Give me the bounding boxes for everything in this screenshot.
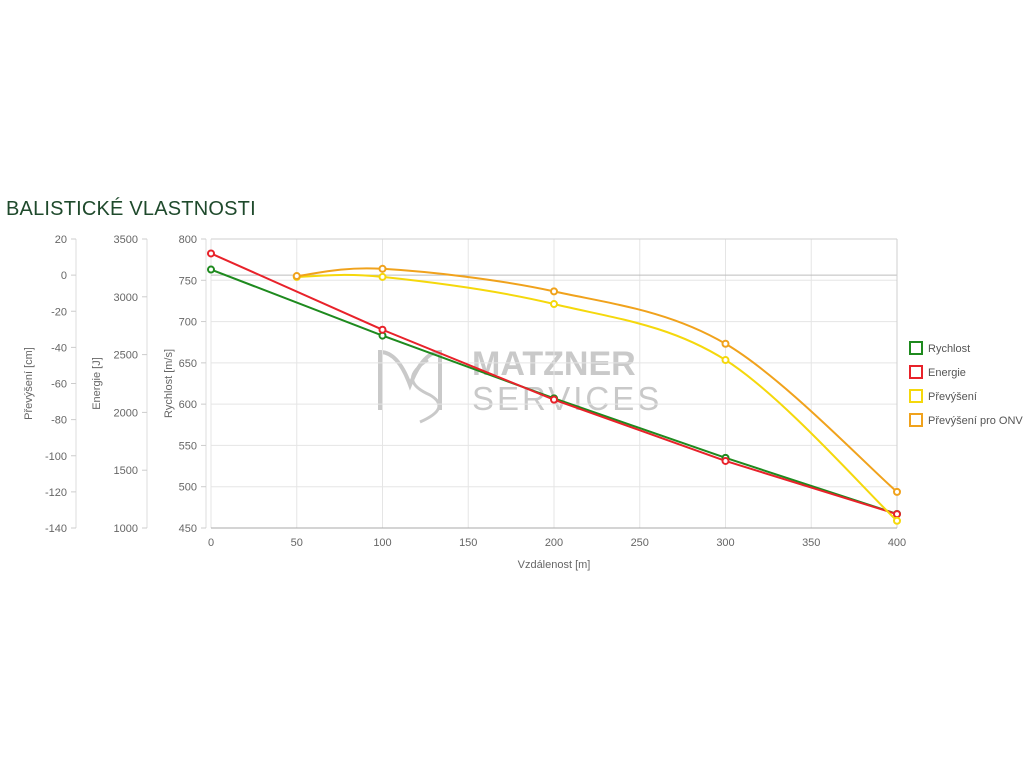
y-tick-label-elev: 0	[61, 270, 67, 282]
data-point-prevyseni-pro-onv[interactable]	[721, 339, 730, 348]
x-tick-label: 50	[291, 537, 303, 549]
legend-swatch-prevyseni[interactable]	[909, 389, 923, 403]
y-axis-title-elev: Převýšení [cm]	[23, 347, 35, 420]
data-point-energie[interactable]	[378, 325, 387, 334]
x-axis-title: Vzdálenost [m]	[518, 559, 591, 571]
chart-grid	[210, 238, 898, 529]
y-tick-label-elev: -20	[51, 306, 67, 318]
x-tick-label: 350	[802, 537, 820, 549]
y-axis-title-energy: Energie [J]	[91, 357, 103, 410]
y-tick-label-energy: 2000	[114, 407, 138, 419]
y-tick-label-elev: -120	[45, 487, 67, 499]
data-point-prevyseni[interactable]	[893, 516, 901, 525]
y-tick-label-vel: 700	[179, 317, 197, 329]
series-line-prevyseni-pro-onv	[296, 267, 898, 493]
watermark-line-2: SERVICES	[472, 380, 662, 417]
watermark-logo	[378, 349, 442, 410]
data-point-prevyseni-pro-onv[interactable]	[550, 287, 558, 296]
legend-label-prevyseni[interactable]: Převýšení	[928, 391, 977, 403]
y-tick-label-energy: 1000	[114, 523, 138, 535]
page-title: BALISTICKÉ VLASTNOSTI	[6, 198, 256, 220]
y-tick-label-vel: 450	[179, 523, 197, 535]
legend-swatch-energie[interactable]	[909, 365, 923, 379]
y-tick-label-elev: -80	[51, 415, 67, 427]
y-tick-label-elev: -100	[45, 451, 67, 463]
x-tick-label: 200	[545, 537, 563, 549]
data-point-rychlost[interactable]	[207, 265, 215, 274]
data-point-energie[interactable]	[207, 249, 215, 258]
legend-swatch-rychlost[interactable]	[909, 341, 923, 355]
series-line-prevyseni	[296, 273, 898, 522]
x-tick-label: 300	[716, 537, 734, 549]
y-tick-label-energy: 2500	[114, 350, 138, 362]
y-tick-label-vel: 600	[179, 399, 197, 411]
y-axis-title-vel: Rychlost [m/s]	[163, 349, 175, 418]
data-point-prevyseni-pro-onv[interactable]	[292, 272, 301, 281]
x-tick-label: 0	[208, 537, 214, 549]
data-point-energie[interactable]	[550, 395, 558, 404]
data-point-energie[interactable]	[893, 510, 901, 519]
y-tick-label-elev: 20	[55, 234, 67, 246]
y-tick-label-elev: -140	[45, 523, 67, 535]
y-tick-label-elev: -40	[51, 342, 67, 354]
y-tick-label-vel: 500	[179, 482, 197, 494]
data-point-prevyseni[interactable]	[378, 272, 387, 281]
legend-label-energie[interactable]: Energie	[928, 367, 966, 379]
y-tick-label-energy: 3000	[114, 292, 138, 304]
data-point-prevyseni[interactable]	[721, 356, 730, 365]
watermark-logo-stroke	[411, 358, 441, 424]
y-tick-label-vel: 800	[179, 234, 197, 246]
data-point-energie[interactable]	[721, 456, 730, 465]
y-tick-label-elev: -60	[51, 379, 67, 391]
y-tick-label-vel: 650	[179, 358, 197, 370]
legend-label-prevyseni-pro-onv[interactable]: Převýšení pro ONV	[928, 415, 1023, 427]
chart-series	[207, 249, 901, 525]
data-point-prevyseni-pro-onv[interactable]	[378, 264, 387, 273]
data-point-prevyseni-pro-onv[interactable]	[893, 487, 901, 496]
y-tick-label-vel: 550	[179, 440, 197, 452]
y-tick-label-energy: 1500	[114, 465, 138, 477]
y-tick-label-vel: 750	[179, 275, 197, 287]
legend-swatch-prevyseni-pro-onv[interactable]	[909, 413, 923, 427]
data-point-prevyseni[interactable]	[550, 300, 558, 309]
x-tick-label: 100	[373, 537, 391, 549]
x-tick-label: 250	[631, 537, 649, 549]
chart-legend: Rychlost Energie Převýšení Převýšení pro ON…	[909, 341, 1023, 427]
legend-label-rychlost[interactable]: Rychlost	[928, 343, 970, 355]
x-tick-label: 150	[459, 537, 477, 549]
y-tick-label-energy: 3500	[114, 234, 138, 246]
x-tick-label: 400	[888, 537, 906, 549]
